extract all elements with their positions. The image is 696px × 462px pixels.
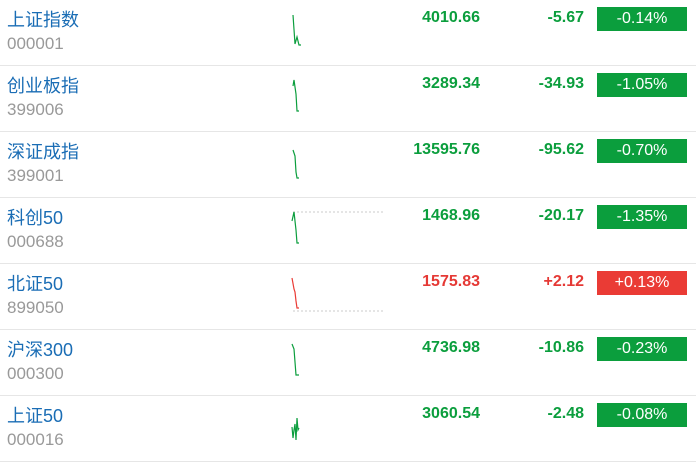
index-name[interactable]: 北证50: [7, 274, 64, 294]
sparkline: [292, 149, 299, 179]
index-row[interactable]: 沪深300 000300 4736.98 -10.86 -0.23%: [0, 330, 696, 396]
index-name[interactable]: 深证成指: [7, 142, 79, 162]
index-price: 3060.54: [422, 405, 480, 422]
index-row[interactable]: 科创50 000688 1468.96 -20.17 -1.35%: [0, 198, 696, 264]
index-price: 13595.76: [413, 141, 480, 158]
sparkline: [291, 211, 299, 244]
change-percent-badge: -1.35%: [597, 205, 687, 229]
sparkline-chart: [292, 149, 299, 179]
change-percent-badge: -0.14%: [597, 7, 687, 31]
index-change: -95.62: [538, 141, 584, 158]
index-name[interactable]: 上证指数: [7, 10, 79, 30]
index-price: 1575.83: [422, 273, 480, 290]
sparkline: [291, 343, 299, 376]
index-change: -2.48: [547, 405, 584, 422]
sparkline: [291, 277, 299, 309]
sparkline-chart: [291, 277, 383, 312]
index-price: 4010.66: [422, 9, 480, 26]
change-percent-badge: -1.05%: [597, 73, 687, 97]
change-percent-badge: -0.23%: [597, 337, 687, 361]
index-name[interactable]: 沪深300: [7, 340, 74, 360]
sparkline: [292, 14, 301, 46]
index-code: 399006: [7, 100, 64, 119]
index-name[interactable]: 创业板指: [7, 76, 79, 96]
sparkline-chart: [291, 417, 300, 441]
index-row[interactable]: 上证指数 000001 4010.66 -5.67 -0.14%: [0, 0, 696, 66]
index-row[interactable]: 深证成指 399001 13595.76 -95.62 -0.70%: [0, 132, 696, 198]
sparkline-chart: [291, 211, 383, 244]
index-change: -20.17: [538, 207, 584, 224]
sparkline: [292, 79, 299, 112]
sparkline-chart: [292, 14, 301, 46]
index-code: 899050: [7, 298, 64, 317]
sparkline-chart: [291, 343, 299, 376]
change-percent-badge: -0.70%: [597, 139, 687, 163]
sparkline-chart: [292, 79, 299, 112]
change-percent-badge: +0.13%: [597, 271, 687, 295]
index-code: 000016: [7, 430, 64, 449]
index-code: 000001: [7, 34, 64, 53]
index-price: 3289.34: [422, 75, 480, 92]
index-code: 000300: [7, 364, 64, 383]
index-change: -10.86: [538, 339, 584, 356]
change-percent-badge: -0.08%: [597, 403, 687, 427]
index-code: 399001: [7, 166, 64, 185]
sparkline: [291, 417, 300, 441]
index-code: 000688: [7, 232, 64, 251]
index-change: -34.93: [538, 75, 584, 92]
index-change: -5.67: [547, 9, 584, 26]
index-name[interactable]: 科创50: [7, 208, 64, 228]
index-price: 4736.98: [422, 339, 480, 356]
index-row[interactable]: 创业板指 399006 3289.34 -34.93 -1.05%: [0, 66, 696, 132]
index-name[interactable]: 上证50: [7, 406, 64, 426]
index-row[interactable]: 上证50 000016 3060.54 -2.48 -0.08%: [0, 396, 696, 462]
index-row[interactable]: 北证50 899050 1575.83 +2.12 +0.13%: [0, 264, 696, 330]
index-price: 1468.96: [422, 207, 480, 224]
index-change: +2.12: [543, 273, 584, 290]
